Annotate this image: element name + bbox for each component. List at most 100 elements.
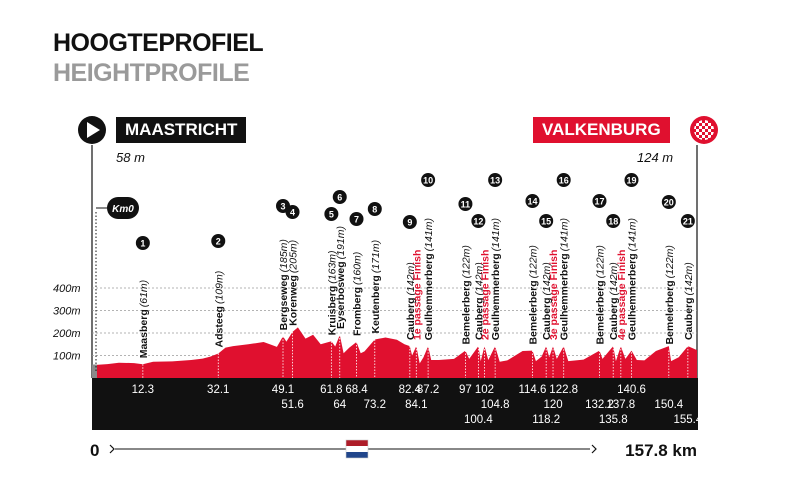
climb-label: Geulhemmerberg (141m)	[423, 218, 435, 340]
climb-number-badge	[135, 236, 150, 250]
start-altitude: 58 m	[116, 150, 145, 165]
start-city-label: MAASTRICHT	[116, 117, 247, 143]
climb-label: Maasberg (61m)	[138, 280, 150, 358]
distance-tick-label: 120	[543, 399, 562, 411]
climb-number-badge	[402, 215, 417, 229]
climb-number-badge	[332, 190, 347, 204]
climb-number: 13	[490, 176, 500, 186]
distance-tick-label: 102	[475, 384, 494, 396]
climb-label: Bemelerberg (122m)	[664, 245, 676, 344]
distance-tick-label: 155.4	[673, 414, 702, 426]
finish-altitude: 124 m	[637, 150, 674, 165]
finish-city-label: VALKENBURG	[533, 117, 670, 143]
climb-number: 14	[527, 197, 537, 207]
climb-altitude: (109m)	[213, 271, 225, 304]
distance-tick-label: 51.6	[281, 399, 303, 411]
climb-number: 1	[140, 239, 145, 249]
climb-name: 3e passage Finish	[548, 250, 560, 340]
climb-name: 1e passage Finish	[411, 250, 423, 340]
climb-altitude: (141m)	[626, 218, 638, 251]
climb-altitude: (122m)	[594, 245, 606, 278]
climb-altitude: (171m)	[370, 240, 382, 273]
climb-label: Fromberg (160m)	[352, 252, 364, 336]
climb-label: Bemelerberg (122m)	[460, 245, 472, 344]
distance-tick-label: 132.2	[585, 399, 614, 411]
distance-tick-label: 135.8	[599, 414, 628, 426]
climb-number: 21	[683, 217, 693, 227]
climb-name: Fromberg	[352, 287, 364, 336]
climb-number: 6	[337, 193, 342, 203]
climb-name: Bemelerberg	[594, 280, 606, 344]
climb-label: Keutenberg (171m)	[370, 240, 382, 334]
climb-number-badge	[349, 212, 364, 226]
climb-number: 19	[626, 176, 636, 186]
distance-tick-label: 114.6	[518, 384, 546, 396]
distance-tick-label: 118.2	[532, 414, 560, 426]
climb-name: Cauberg	[405, 297, 417, 340]
climb-altitude: (142m)	[405, 262, 417, 295]
climb-number-badge	[211, 234, 226, 248]
climb-altitude: (142m)	[683, 262, 695, 295]
climb-number-badge	[421, 173, 436, 187]
climb-altitude: (160m)	[352, 252, 364, 285]
climb-number-badge	[324, 207, 339, 221]
climb-number-badge	[458, 197, 473, 211]
climb-altitude: (142m)	[608, 262, 620, 295]
climb-label: Kruisberg (163m)	[326, 250, 338, 335]
climb-name: Cauberg	[473, 297, 485, 340]
climb-label: Adsteeg (109m)	[213, 271, 225, 348]
climb-altitude: (141m)	[559, 218, 571, 251]
distance-tick-label: 97	[459, 384, 472, 396]
climb-name: 4e passage Finish	[616, 250, 628, 340]
climb-label: Geulhemmerberg (141m)	[559, 218, 571, 340]
climb-altitude: (61m)	[138, 280, 150, 307]
km0-badge	[107, 197, 139, 219]
climb-name: Bergseweg	[278, 274, 290, 330]
finish-passage-label: 1e passage Finish	[411, 250, 423, 340]
km0-label: Km0	[112, 204, 134, 215]
climb-name: Geulhemmerberg	[626, 253, 638, 340]
distance-tick-label: 64	[333, 399, 346, 411]
arrow-left-icon	[109, 444, 115, 454]
climb-altitude: (122m)	[527, 245, 539, 278]
climb-number: 12	[473, 217, 483, 227]
climb-number-badge	[539, 214, 554, 228]
climb-number: 3	[280, 202, 285, 212]
climb-number-badge	[606, 214, 621, 228]
distance-tick-label: 100.4	[464, 414, 493, 426]
climb-label: Korenweg (205m)	[288, 240, 300, 326]
climb-number: 10	[423, 176, 433, 186]
climb-name: Cauberg	[541, 297, 553, 340]
distance-tick-label: 68.4	[345, 384, 368, 396]
climb-label: Cauberg (142m)	[683, 262, 695, 340]
climb-label: Cauberg (142m)	[405, 262, 417, 340]
climb-number: 4	[290, 208, 295, 218]
climb-label: Cauberg (142m)	[541, 262, 553, 340]
start-segment	[92, 364, 97, 378]
y-tick-label: 200m	[52, 328, 81, 340]
climb-altitude: (141m)	[423, 218, 435, 251]
climb-number-badge	[471, 214, 486, 228]
finish-passage-label: 2e passage Finish	[479, 250, 491, 340]
distance-tick-label: 82.4	[399, 384, 422, 396]
climb-name: Cauberg	[683, 297, 695, 340]
distance-tick-label: 32.1	[207, 384, 229, 396]
climb-name: Adsteeg	[213, 306, 225, 347]
climb-name: Geulhemmerberg	[559, 253, 571, 340]
climb-number-badge	[285, 205, 300, 219]
climb-name: Bemelerberg	[527, 280, 539, 344]
climb-name: Geulhemmerberg	[423, 253, 435, 340]
climb-altitude: (185m)	[278, 239, 290, 272]
climb-number-badge	[624, 173, 639, 187]
climb-number-badge	[525, 194, 540, 208]
climb-altitude: (122m)	[664, 245, 676, 278]
climb-number: 11	[461, 200, 471, 210]
climb-altitude: (141m)	[490, 218, 502, 251]
climb-number: 18	[608, 217, 618, 227]
y-tick-label: 400m	[53, 283, 81, 295]
climb-label: Bemelerberg (122m)	[594, 245, 606, 344]
climb-number: 16	[559, 176, 569, 186]
climb-number-badge	[661, 195, 676, 209]
distance-tick-label: 87.2	[417, 384, 439, 396]
